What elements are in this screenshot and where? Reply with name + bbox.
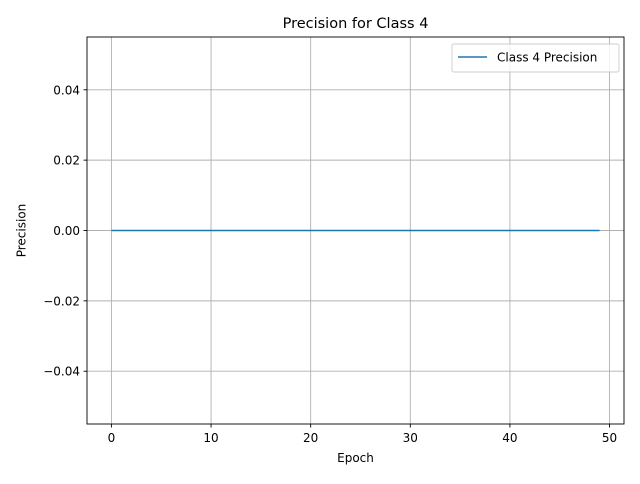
y-tick-label: 0.00: [53, 224, 80, 238]
y-tick-label: −0.04: [43, 365, 80, 379]
legend-box: [451, 43, 620, 73]
x-axis-label: Epoch: [337, 451, 374, 465]
y-tick-label: −0.02: [43, 294, 80, 308]
legend-label: Class 4 Precision: [497, 51, 597, 65]
x-tick-label: 40: [502, 431, 517, 445]
ticks: 0 10 20 30 40 50 −0.04 −0.02 0.00 0.02 0.04: [43, 83, 617, 445]
x-tick-label: 10: [203, 431, 218, 445]
chart-title: Precision for Class 4: [283, 16, 429, 32]
y-tick-label: 0.04: [53, 83, 80, 97]
x-tick-label: 0: [108, 431, 116, 445]
y-axis-label: Precision: [15, 204, 29, 258]
x-tick-label: 50: [602, 431, 617, 445]
x-tick-label: 30: [403, 431, 418, 445]
x-tick-label: 20: [303, 431, 318, 445]
y-tick-label: 0.02: [53, 154, 80, 168]
legend: Class 4 Precision: [451, 43, 620, 73]
